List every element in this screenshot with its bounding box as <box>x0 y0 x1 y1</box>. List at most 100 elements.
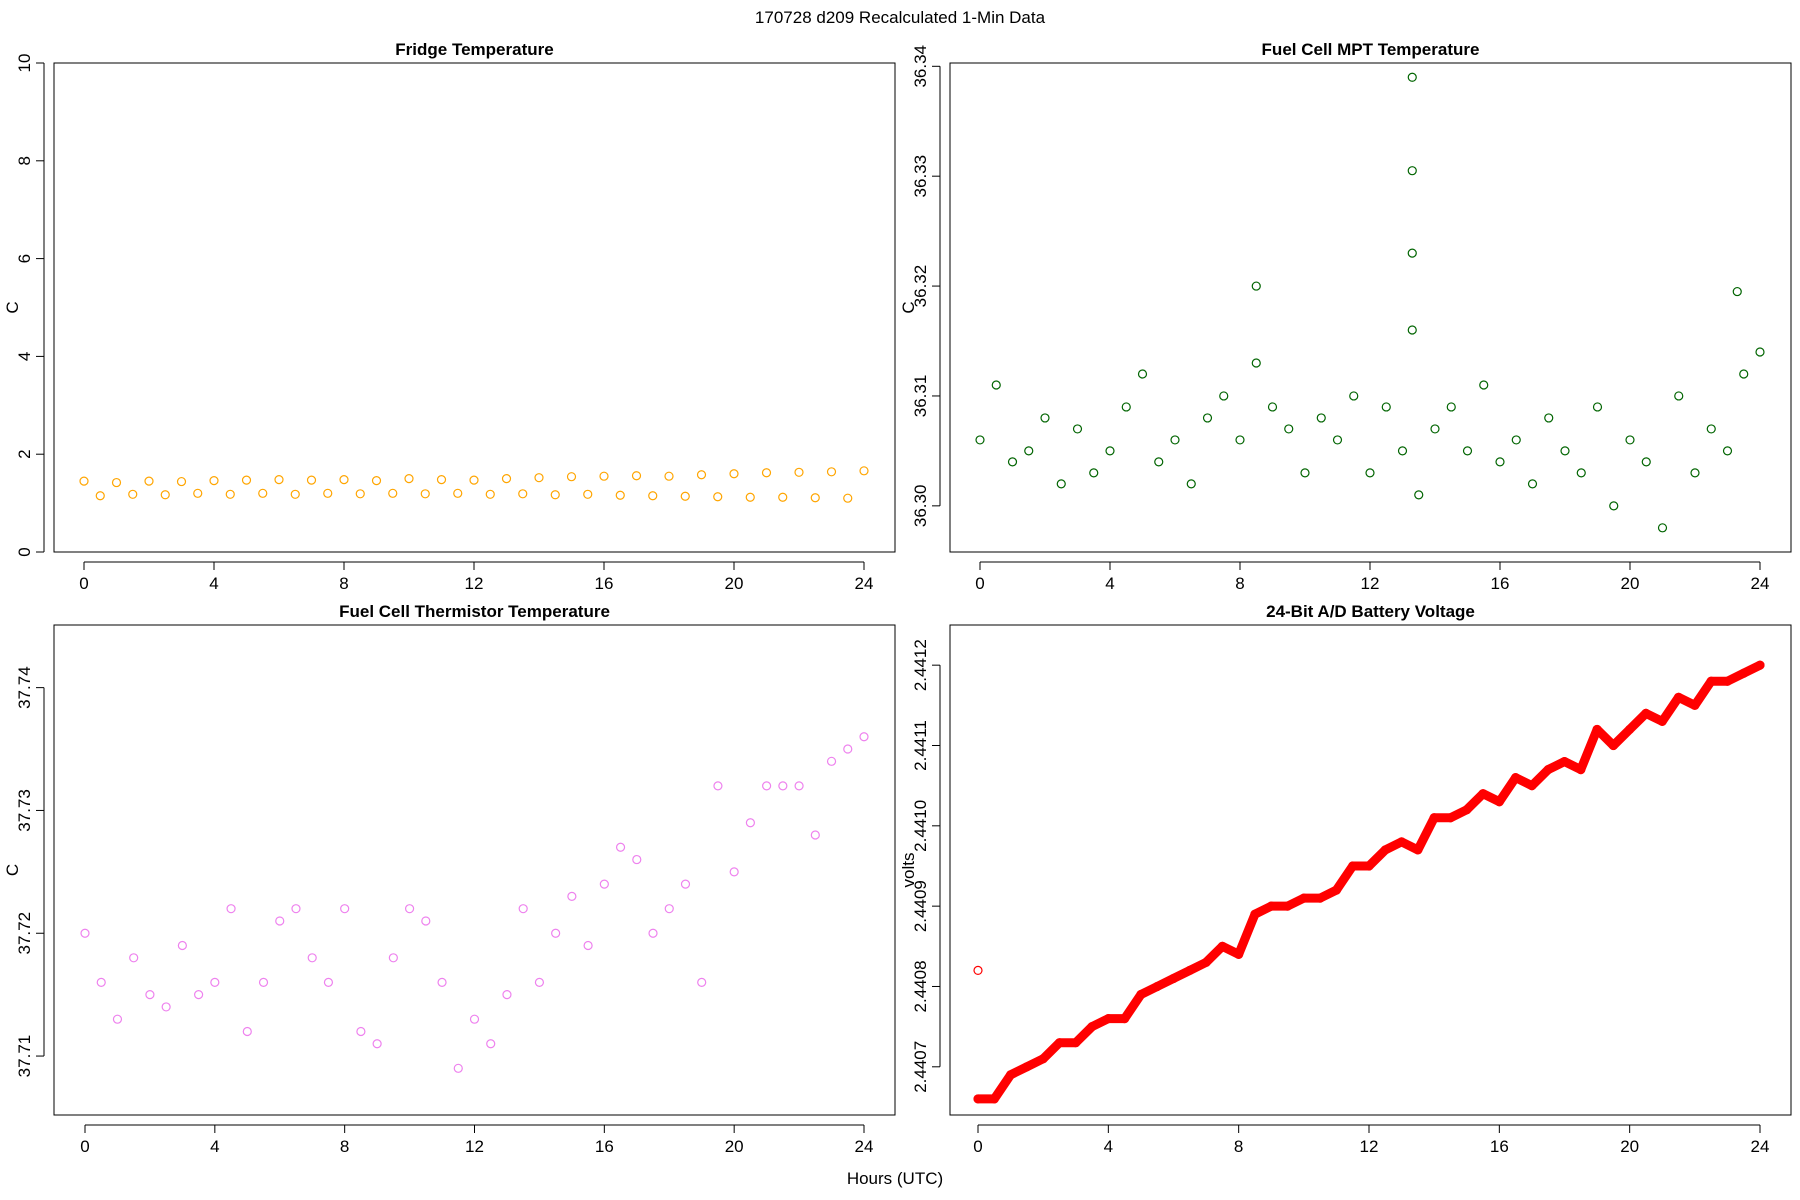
data-point <box>1364 861 1374 871</box>
data-point <box>664 471 674 481</box>
data-point <box>323 977 334 987</box>
data-point <box>1732 286 1742 297</box>
plot-frame <box>949 62 1792 553</box>
y-axis: 0 2 4 6 8 10 <box>15 54 45 557</box>
x-axis: 0 4 8 12 16 20 24 <box>973 1124 1769 1156</box>
data-point <box>502 990 512 1000</box>
data-point <box>1087 1022 1097 1032</box>
data-point <box>1040 413 1050 423</box>
y-tick-label: 2.4408 <box>911 960 930 1012</box>
data-point <box>372 1039 382 1049</box>
data-point <box>356 1026 366 1037</box>
data-point <box>1446 402 1456 412</box>
data-point <box>1250 909 1260 919</box>
data-point <box>1739 369 1749 379</box>
data-point <box>1202 413 1213 423</box>
x-tick-label: 20 <box>1620 1137 1639 1156</box>
data-point <box>1592 724 1602 735</box>
data-point <box>1576 764 1586 775</box>
x-axis: 0 4 8 12 16 20 24 <box>975 561 1769 593</box>
data-point <box>275 916 285 926</box>
data-point <box>778 492 788 502</box>
y-tick-label: 2 <box>15 449 34 458</box>
data-point <box>209 476 219 486</box>
data-point <box>1625 724 1635 735</box>
x-tick-label: 0 <box>973 1137 982 1156</box>
data-point <box>420 489 430 499</box>
data-point <box>518 904 528 914</box>
data-point <box>258 977 269 987</box>
y-tick-label: 0 <box>15 547 34 556</box>
data-point <box>680 491 690 501</box>
panel-title: 24-Bit A/D Battery Voltage <box>1266 602 1475 621</box>
panel-title: Fuel Cell MPT Temperature <box>1262 40 1480 59</box>
y-tick-label: 36.33 <box>911 155 930 198</box>
data-point <box>1673 692 1684 702</box>
data-point <box>1266 901 1276 911</box>
data-point <box>973 965 983 976</box>
data-point <box>762 781 772 791</box>
data-point <box>648 491 658 501</box>
data-point <box>1494 797 1504 807</box>
y-tick-label: 6 <box>15 254 34 263</box>
data-point <box>973 1094 983 1104</box>
data-point <box>615 842 626 852</box>
data-point <box>323 488 333 498</box>
x-tick-label: 24 <box>855 1137 874 1156</box>
data-point <box>975 435 985 445</box>
data-point <box>111 477 122 488</box>
data-point <box>1407 72 1417 82</box>
data-point <box>810 830 820 840</box>
data-point <box>1137 369 1148 379</box>
data-point <box>421 916 431 926</box>
panel-3: 24-Bit A/D Battery Voltage volts 0 4 8 12 16 20… <box>899 602 1792 1156</box>
data-point <box>129 953 139 963</box>
data-point <box>1462 805 1472 815</box>
data-point <box>453 1063 463 1073</box>
data-point <box>1170 435 1180 445</box>
data-point <box>1234 949 1244 959</box>
data-point <box>1559 756 1570 767</box>
data-point <box>794 467 804 477</box>
y-tick-label: 36.34 <box>911 45 930 88</box>
y-tick-label: 2.4407 <box>911 1041 930 1093</box>
data-point <box>80 928 90 938</box>
data-point <box>713 492 723 502</box>
y-tick-label: 37.73 <box>15 789 34 832</box>
data-point <box>1608 740 1618 751</box>
y-tick-label: 8 <box>15 156 34 165</box>
data-point <box>1527 479 1538 489</box>
x-tick-label: 0 <box>79 574 88 593</box>
x-axis: 0 4 8 12 16 20 24 <box>79 561 873 593</box>
series-trace <box>973 660 1765 1104</box>
data-point <box>226 904 236 914</box>
data-point <box>1168 973 1179 984</box>
data-point <box>729 469 739 479</box>
data-point <box>1072 424 1083 434</box>
x-tick-label: 8 <box>1234 1137 1243 1156</box>
data-point <box>388 488 398 498</box>
x-tick-label: 12 <box>465 1137 484 1156</box>
x-tick-label: 16 <box>1490 1137 1509 1156</box>
y-tick-label: 37.72 <box>15 912 34 955</box>
data-point <box>1235 435 1245 445</box>
data-point <box>1315 893 1325 903</box>
data-point <box>1407 248 1417 258</box>
data-point <box>1429 813 1439 823</box>
x-tick-label: 12 <box>465 574 484 593</box>
data-point <box>145 990 155 1000</box>
data-point <box>1103 1014 1113 1024</box>
data-point <box>1625 435 1635 445</box>
plot-frame <box>53 624 896 1116</box>
data-point <box>1609 501 1619 511</box>
data-point <box>599 471 609 481</box>
data-point <box>518 489 528 499</box>
data-point <box>355 489 365 499</box>
data-point <box>469 1014 480 1024</box>
data-point <box>1056 479 1066 489</box>
x-tick-label: 16 <box>595 574 614 593</box>
data-point <box>501 474 512 484</box>
data-point <box>1690 700 1700 710</box>
